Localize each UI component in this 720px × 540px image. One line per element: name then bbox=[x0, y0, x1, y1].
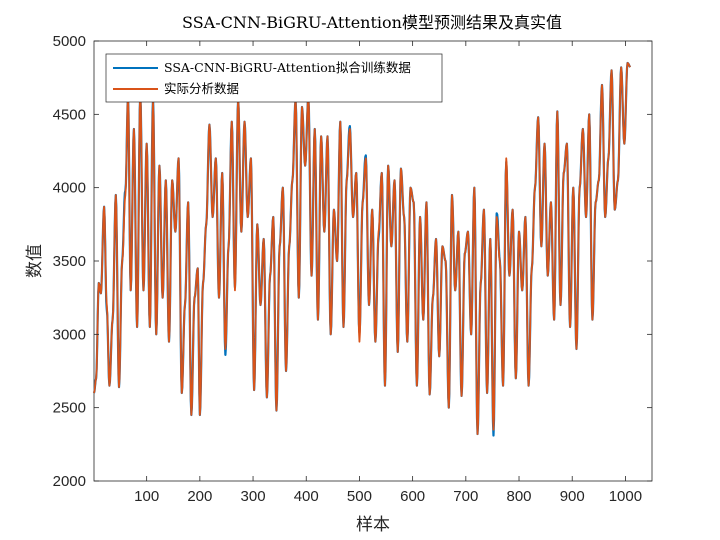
series-line-actual bbox=[93, 62, 631, 435]
y-tick-label: 5000 bbox=[53, 33, 86, 50]
y-axis-label: 数值 bbox=[25, 244, 45, 278]
legend-label-actual: 实际分析数据 bbox=[164, 81, 239, 96]
x-tick-label: 500 bbox=[347, 488, 372, 505]
y-tick-label: 4000 bbox=[53, 180, 86, 197]
x-tick-label: 700 bbox=[453, 488, 478, 505]
series-group bbox=[92, 61, 632, 437]
legend: SSA-CNN-BiGRU-Attention拟合训练数据 实际分析数据 bbox=[105, 53, 443, 103]
legend-box bbox=[105, 53, 443, 103]
x-tick-label: 200 bbox=[187, 488, 212, 505]
y-tick-label: 2000 bbox=[53, 473, 86, 490]
x-tick-label: 600 bbox=[400, 488, 425, 505]
plot-area: 100 200 300 400 500 600 700 800 900 1000 2000 2500 3… bbox=[53, 33, 653, 505]
chart-title: SSA-CNN-BiGRU-Attention模型预测结果及真实值 bbox=[182, 13, 562, 32]
x-tick-label: 800 bbox=[507, 488, 532, 505]
ticks-group: 100 200 300 400 500 600 700 800 900 1000 2000 2500 3… bbox=[53, 33, 652, 505]
x-tick-label: 900 bbox=[560, 488, 585, 505]
y-tick-label: 3000 bbox=[53, 326, 86, 343]
y-tick-label: 2500 bbox=[53, 400, 86, 417]
x-tick-label: 100 bbox=[134, 488, 159, 505]
x-tick-label: 400 bbox=[294, 488, 319, 505]
y-tick-label: 4500 bbox=[53, 106, 86, 123]
x-tick-label: 300 bbox=[241, 488, 266, 505]
legend-label-fitted: SSA-CNN-BiGRU-Attention拟合训练数据 bbox=[164, 60, 411, 75]
x-tick-label: 1000 bbox=[609, 488, 642, 505]
x-axis-label: 样本 bbox=[356, 515, 390, 535]
y-tick-label: 3500 bbox=[53, 253, 86, 270]
